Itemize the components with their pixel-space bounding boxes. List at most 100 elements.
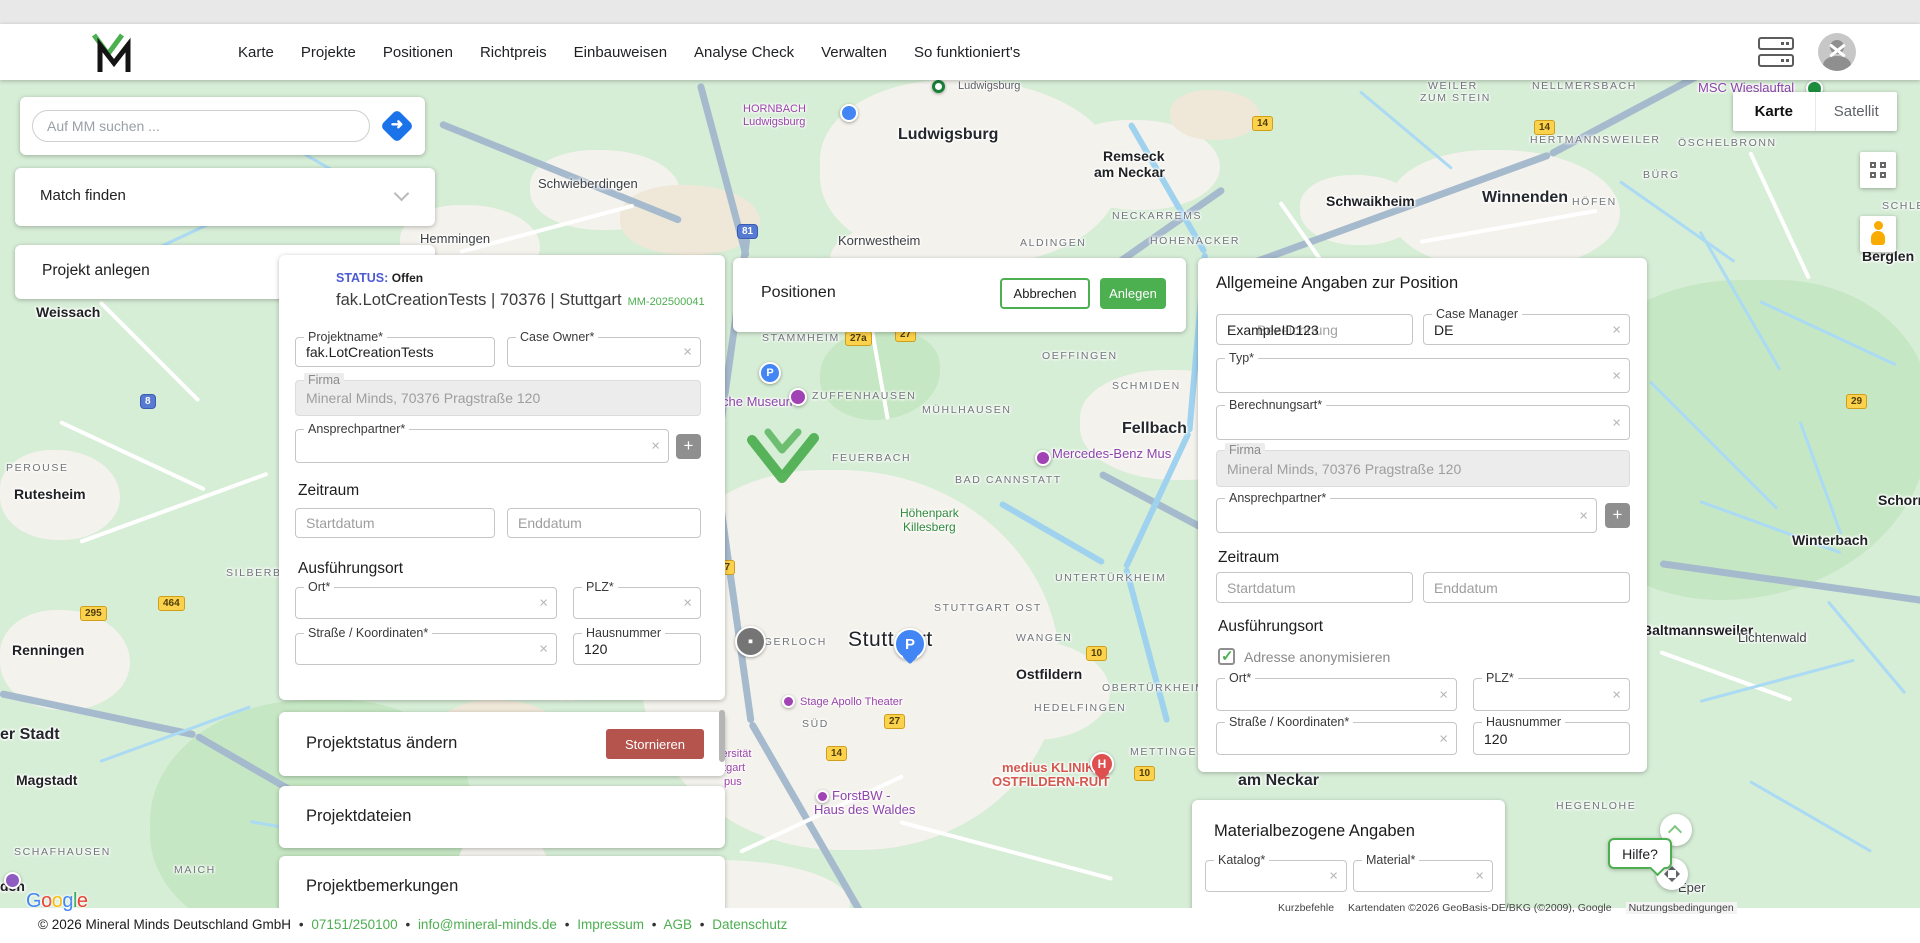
- user-avatar[interactable]: [1818, 33, 1856, 71]
- map-label: ZUFFENHAUSEN: [812, 390, 917, 402]
- nav-verwalten[interactable]: Verwalten: [821, 43, 887, 61]
- clear-icon[interactable]: ×: [1329, 867, 1338, 885]
- map-poi[interactable]: ▪: [735, 626, 766, 657]
- hilfe-button[interactable]: Hilfe?: [1608, 838, 1672, 869]
- route-badge: 10: [1134, 766, 1156, 781]
- map-poi[interactable]: [816, 790, 829, 803]
- map-poi[interactable]: [932, 80, 945, 93]
- keyboard-shortcuts-link[interactable]: Kurzbefehle: [1278, 902, 1335, 914]
- chevron-down-icon[interactable]: [393, 185, 410, 202]
- map-label: MÜHLHAUSEN: [922, 404, 1012, 416]
- katalog-field[interactable]: Katalog* ×: [1205, 853, 1347, 892]
- clear-icon[interactable]: ×: [1439, 730, 1448, 747]
- clear-icon[interactable]: ×: [539, 640, 548, 658]
- map-label: Haus des Waldes: [814, 802, 916, 817]
- route-badge: 14: [826, 746, 848, 761]
- add-contact-button[interactable]: +: [1605, 503, 1630, 528]
- enddatum-input[interactable]: [507, 508, 701, 538]
- google-logo: Google: [26, 890, 88, 912]
- nav-analyse-check[interactable]: Analyse Check: [694, 43, 795, 61]
- map-poi[interactable]: H: [1090, 752, 1114, 781]
- footer-impressum-link[interactable]: Impressum: [577, 917, 644, 932]
- footer-phone-link[interactable]: 07151/250100: [311, 917, 398, 932]
- map-canvas[interactable]: Ludwigsburg Ludwigsburg HORNBACH Ludwigsbur…: [0, 80, 1920, 943]
- map-label: Winterbach: [1792, 532, 1869, 548]
- stornieren-button[interactable]: Stornieren: [606, 729, 704, 759]
- match-finden-panel[interactable]: Match finden: [15, 168, 435, 226]
- abbrechen-button[interactable]: Abbrechen: [1000, 278, 1090, 309]
- map-label: OSTFILDERN-RUIT: [992, 774, 1110, 789]
- typ-field[interactable]: Typ* ×: [1216, 351, 1630, 393]
- map-poi[interactable]: [789, 388, 807, 406]
- pegman-button[interactable]: [1860, 216, 1896, 252]
- project-title: fak.LotCreationTests | 70376 | Stuttgart…: [336, 291, 705, 309]
- projektdateien-card[interactable]: Projektdateien: [279, 786, 725, 848]
- footer-agb-link[interactable]: AGB: [663, 917, 693, 932]
- hausnummer-field[interactable]: Hausnummer 120: [573, 626, 701, 665]
- case-manager-field[interactable]: Case Manager DE ×: [1423, 307, 1630, 345]
- clear-icon[interactable]: ×: [683, 343, 692, 361]
- plz-field[interactable]: PLZ* ×: [1473, 671, 1630, 711]
- map-poi[interactable]: [1035, 450, 1051, 466]
- hausnummer-field[interactable]: Hausnummer 120: [1473, 715, 1630, 755]
- nav-positionen[interactable]: Positionen: [382, 43, 453, 61]
- mm-map-watermark-icon: [747, 428, 819, 483]
- ansprechpartner-field[interactable]: Ansprechpartner* ×: [1216, 491, 1597, 533]
- clear-icon[interactable]: ×: [1612, 367, 1621, 384]
- projektname-field[interactable]: Projektname* fak.LotCreationTests: [295, 330, 495, 367]
- map-label: SCHAFHAUSEN: [14, 846, 111, 858]
- fullscreen-button[interactable]: [1860, 152, 1896, 188]
- clear-icon[interactable]: ×: [1475, 867, 1484, 885]
- berechnungsart-field[interactable]: Berechnungsart* ×: [1216, 398, 1630, 440]
- nav-richtpreis[interactable]: Richtpreis: [479, 43, 547, 61]
- map-poi[interactable]: P: [894, 628, 926, 665]
- bezeichnung-field[interactable]: Bezeichnung ExampleID123: [1216, 314, 1413, 345]
- panel-scrollbar[interactable]: [719, 710, 725, 762]
- startdatum-input[interactable]: [295, 508, 495, 538]
- nav-karte[interactable]: Karte: [238, 43, 274, 61]
- add-contact-button[interactable]: +: [676, 434, 701, 459]
- clear-icon[interactable]: ×: [1612, 414, 1621, 431]
- nav-einbauweisen[interactable]: Einbauweisen: [573, 43, 668, 61]
- clear-icon[interactable]: ×: [683, 594, 692, 612]
- ort-field[interactable]: Ort* ×: [1216, 671, 1457, 711]
- anlegen-button[interactable]: Anlegen: [1100, 278, 1166, 309]
- clear-icon[interactable]: ×: [1439, 686, 1448, 703]
- clear-icon[interactable]: ×: [1612, 686, 1621, 703]
- directions-button[interactable]: ➜: [380, 109, 414, 143]
- map-poi[interactable]: P: [759, 362, 781, 384]
- field-label: Hausnummer: [582, 626, 666, 640]
- map-poi[interactable]: [4, 872, 21, 889]
- clear-icon[interactable]: ×: [539, 594, 548, 612]
- case-owner-field[interactable]: Case Owner* ×: [507, 330, 701, 367]
- strasse-field[interactable]: Straße / Koordinaten* ×: [1216, 715, 1457, 755]
- project-status: STATUS: Offen: [336, 271, 423, 285]
- footer-datenschutz-link[interactable]: Datenschutz: [712, 917, 788, 932]
- terms-link[interactable]: Nutzungsbedingungen: [1625, 902, 1737, 914]
- ansprechpartner-field[interactable]: Ansprechpartner* ×: [295, 422, 669, 463]
- nav-projekte[interactable]: Projekte: [300, 43, 356, 61]
- card-reader-icon[interactable]: [1758, 32, 1794, 72]
- ort-field[interactable]: Ort* ×: [295, 580, 557, 619]
- map-poi[interactable]: [840, 104, 858, 122]
- mineral-minds-logo[interactable]: [88, 29, 136, 77]
- clear-icon[interactable]: ×: [651, 437, 660, 455]
- route-badge: 29: [1846, 394, 1868, 409]
- startdatum-input[interactable]: [1216, 572, 1413, 603]
- map-poi[interactable]: [782, 695, 795, 708]
- clear-icon[interactable]: ×: [1612, 321, 1621, 338]
- enddatum-input[interactable]: [1423, 572, 1630, 603]
- strasse-field[interactable]: Straße / Koordinaten* ×: [295, 626, 557, 665]
- arrow-right-icon: [1676, 870, 1684, 878]
- clear-icon[interactable]: ×: [1579, 507, 1588, 524]
- search-input[interactable]: [32, 110, 370, 142]
- plz-field[interactable]: PLZ* ×: [573, 580, 701, 619]
- footer-email-link[interactable]: info@mineral-minds.de: [417, 917, 557, 932]
- map-type-karte-button[interactable]: Karte: [1754, 103, 1793, 120]
- material-field[interactable]: Material* ×: [1353, 853, 1493, 892]
- nav-so-funktionierts[interactable]: So funktioniert's: [913, 43, 1021, 61]
- projektbemerkungen-card[interactable]: Projektbemerkungen: [279, 856, 725, 918]
- map-type-satellit-button[interactable]: Satellit: [1814, 92, 1898, 131]
- map-shape: [1749, 780, 1872, 853]
- anonymize-checkbox[interactable]: ✓: [1218, 648, 1235, 665]
